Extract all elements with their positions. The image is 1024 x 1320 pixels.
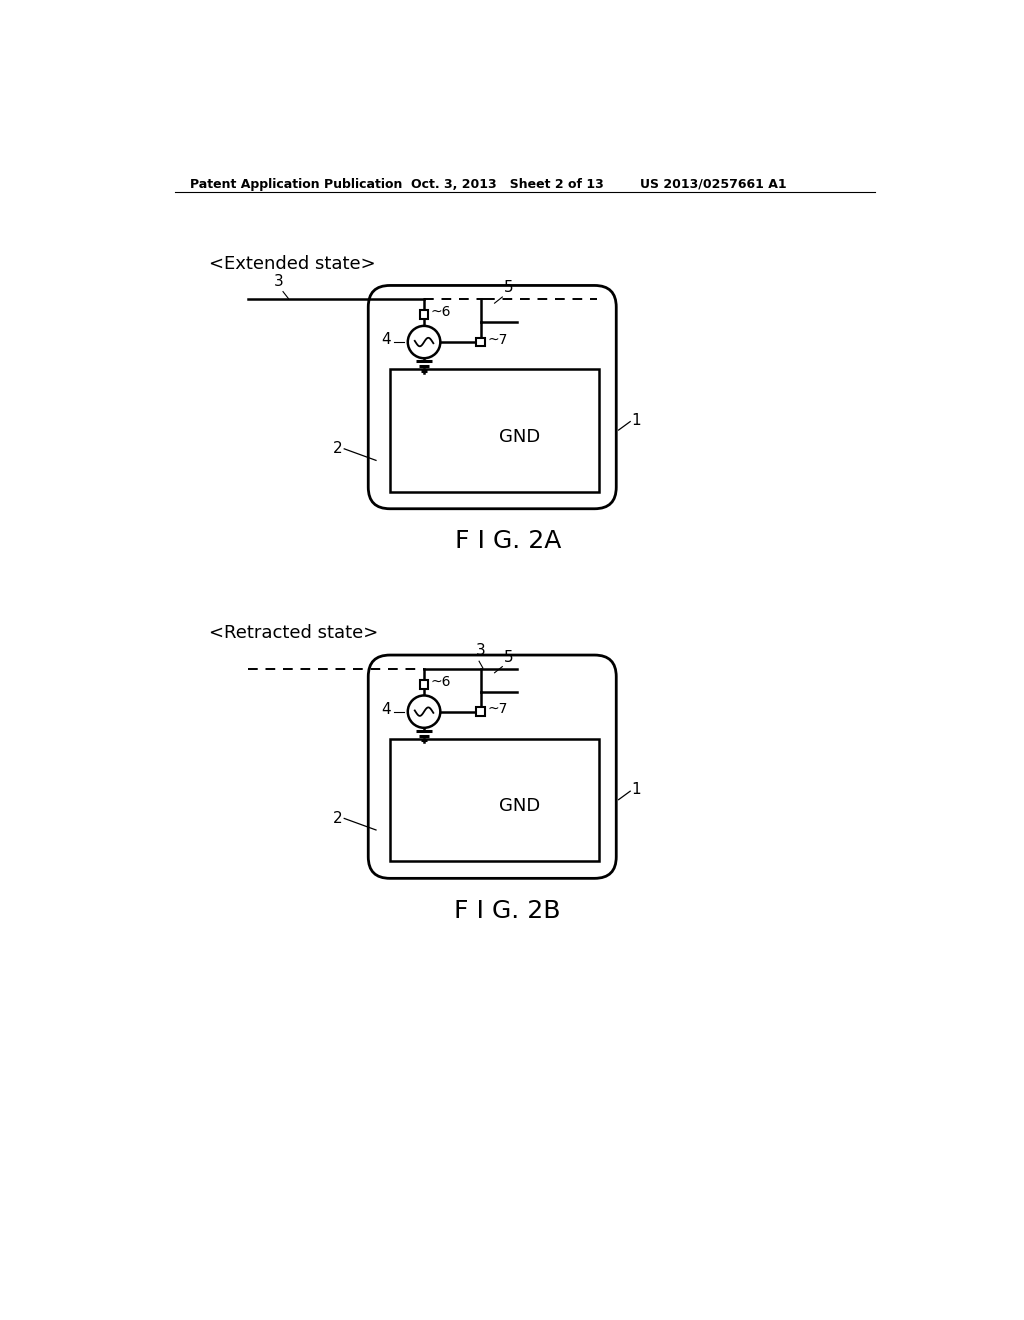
Text: GND: GND — [499, 428, 541, 446]
Text: US 2013/0257661 A1: US 2013/0257661 A1 — [640, 178, 786, 190]
Text: 3: 3 — [274, 273, 284, 289]
Bar — [420, 680, 428, 689]
Text: 1: 1 — [632, 413, 641, 428]
Text: 1: 1 — [632, 783, 641, 797]
Text: GND: GND — [499, 797, 541, 816]
Text: F I G. 2B: F I G. 2B — [455, 899, 561, 923]
Text: 5: 5 — [504, 280, 513, 296]
FancyBboxPatch shape — [369, 655, 616, 878]
FancyBboxPatch shape — [369, 285, 616, 508]
Circle shape — [408, 326, 440, 358]
Text: <Extended state>: <Extended state> — [209, 255, 376, 273]
Text: <Retracted state>: <Retracted state> — [209, 624, 379, 643]
Circle shape — [408, 696, 440, 727]
Text: 5: 5 — [504, 649, 513, 665]
Text: Patent Application Publication: Patent Application Publication — [190, 178, 402, 190]
Text: ~6: ~6 — [431, 675, 452, 689]
Text: 4: 4 — [381, 333, 391, 347]
Bar — [390, 739, 599, 862]
Text: ~7: ~7 — [487, 702, 508, 717]
Text: ~7: ~7 — [487, 333, 508, 347]
Text: 4: 4 — [381, 702, 391, 717]
Text: 2: 2 — [333, 810, 343, 826]
Bar — [420, 310, 428, 319]
Text: 3: 3 — [476, 643, 485, 659]
Bar — [476, 708, 485, 715]
Text: ~6: ~6 — [431, 305, 452, 319]
Text: 2: 2 — [333, 441, 343, 457]
Text: F I G. 2A: F I G. 2A — [455, 529, 561, 553]
Bar — [390, 370, 599, 492]
Bar — [476, 338, 485, 346]
Text: Oct. 3, 2013   Sheet 2 of 13: Oct. 3, 2013 Sheet 2 of 13 — [411, 178, 603, 190]
